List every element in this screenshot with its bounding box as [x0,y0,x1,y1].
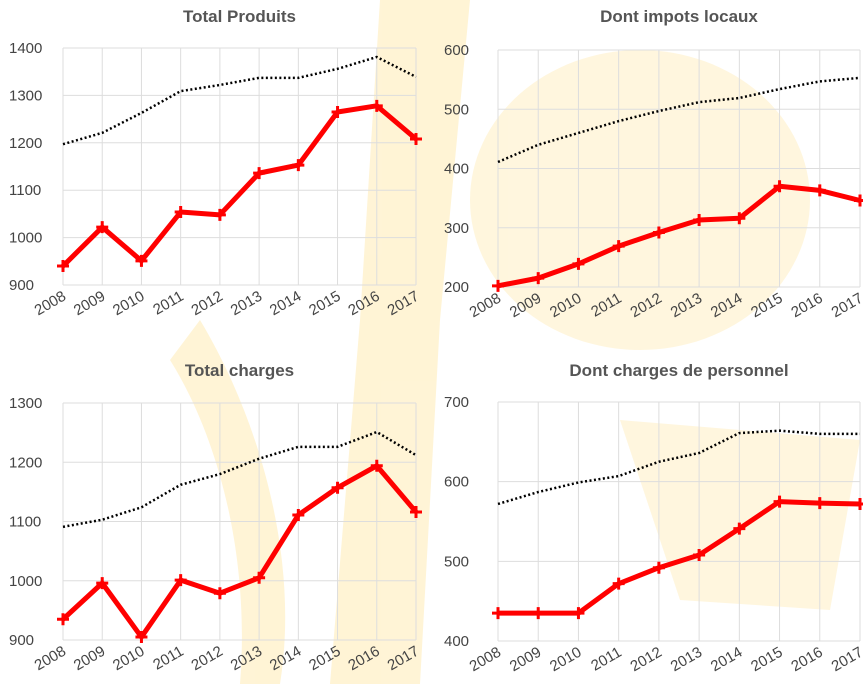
point-marker [652,226,665,239]
series-line [61,463,418,640]
y-tick-label: 200 [444,279,469,296]
point-marker [135,254,148,267]
y-tick-label: 400 [444,161,469,178]
point-marker [174,574,187,587]
series-line [497,183,861,289]
point-marker [410,506,422,519]
y-tick-label: 1000 [9,573,42,590]
series-line [62,55,417,146]
x-tick-label: 2010 [110,288,147,319]
point-marker [813,497,826,510]
point-marker [213,208,226,221]
x-tick-label: 2010 [110,643,147,674]
y-tick-label: 1400 [9,40,42,57]
point-marker [492,607,504,620]
point-marker [693,214,706,227]
x-tick-label: 2017 [829,644,863,675]
x-tick-label: 2016 [788,290,825,321]
point-marker [135,631,148,644]
point-marker [370,99,383,112]
y-tick-label: 400 [444,633,469,650]
point-marker [331,105,344,118]
point-marker [813,184,826,197]
point-marker [733,212,746,225]
point-marker [174,206,187,219]
y-tick-label: 300 [444,220,469,237]
x-tick-label: 2012 [188,288,225,319]
point-marker [331,481,344,494]
chart-title: Total charges [185,361,294,380]
x-tick-label: 2014 [267,288,304,319]
point-marker [532,272,545,285]
point-marker [773,495,786,508]
point-marker [572,607,585,620]
point-marker [693,548,706,561]
point-marker [96,221,109,234]
y-tick-label: 700 [444,394,469,411]
x-tick-label: 2010 [547,644,584,675]
y-tick-label: 500 [444,553,469,570]
y-tick-label: 1100 [9,182,41,199]
x-tick-label: 2014 [708,644,745,675]
y-tick-label: 1300 [9,395,42,412]
chart-title: Total Produits [183,7,296,26]
x-tick-label: 2011 [150,643,186,674]
y-tick-label: 600 [444,42,469,59]
point-marker [253,167,266,180]
y-tick-label: 900 [9,632,34,649]
x-tick-label: 2009 [71,643,108,674]
point-marker [492,279,504,292]
point-marker [572,257,585,270]
y-tick-label: 1000 [9,230,42,247]
y-tick-label: 1200 [9,135,42,152]
x-tick-label: 2016 [788,644,825,675]
x-tick-label: 2008 [467,644,504,675]
point-marker [612,240,625,253]
x-tick-label: 2012 [188,643,225,674]
point-marker [854,194,863,207]
point-marker [733,522,746,535]
x-tick-label: 2015 [748,644,785,675]
point-marker [96,577,109,590]
series-line [61,103,418,268]
x-tick-label: 2011 [588,644,624,675]
x-tick-label: 2008 [32,288,69,319]
x-tick-label: 2009 [507,644,544,675]
series-line [62,430,417,529]
point-marker [410,133,422,146]
y-tick-label: 500 [444,101,469,118]
point-marker [773,180,786,193]
x-tick-label: 2009 [71,288,108,319]
y-tick-label: 1100 [9,514,41,531]
point-marker [652,561,665,574]
point-marker [854,497,863,510]
chart-title: Dont impots locaux [600,7,758,26]
point-marker [57,613,69,626]
x-tick-label: 2017 [829,290,863,321]
x-tick-label: 2008 [467,290,504,321]
point-marker [370,459,383,472]
y-tick-label: 1200 [9,454,42,471]
point-marker [57,260,69,273]
point-marker [292,159,305,172]
y-tick-label: 600 [444,474,469,491]
point-marker [253,571,266,584]
point-marker [292,508,305,521]
x-tick-label: 2011 [150,288,186,319]
series-line [498,499,861,616]
series-line [497,76,861,164]
chart-title: Dont charges de personnel [569,361,788,380]
x-tick-label: 2013 [668,644,705,675]
point-marker [213,587,226,600]
y-tick-label: 1300 [9,87,42,104]
x-tick-label: 2012 [627,644,664,675]
background-logo [170,0,860,684]
x-tick-label: 2013 [228,288,265,319]
x-tick-label: 2008 [32,643,69,674]
x-tick-label: 2015 [306,288,343,319]
point-marker [532,607,545,620]
point-marker [612,577,625,590]
y-tick-label: 900 [9,277,34,294]
